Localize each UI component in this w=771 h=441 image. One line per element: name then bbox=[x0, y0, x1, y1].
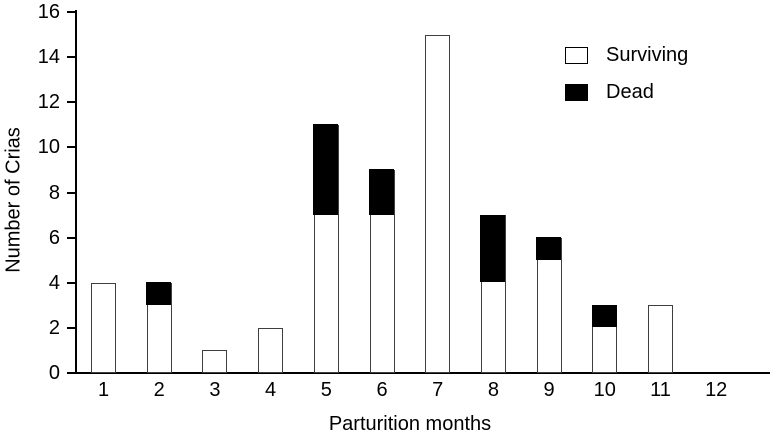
y-tick-label: 16 bbox=[37, 1, 60, 23]
y-tick bbox=[67, 11, 76, 13]
y-tick-label: 6 bbox=[48, 226, 60, 249]
bar-dead-segment-month-5 bbox=[313, 124, 339, 215]
x-tick-label-month-11: 11 bbox=[650, 379, 671, 401]
legend-label-surviving: Surviving bbox=[606, 44, 689, 66]
bar-dead-segment-month-9 bbox=[536, 237, 562, 260]
y-tick-label: 4 bbox=[48, 271, 60, 294]
x-tick-label-month-2: 2 bbox=[153, 379, 165, 401]
x-tick-label-month-7: 7 bbox=[432, 379, 444, 401]
x-axis-line bbox=[75, 372, 770, 374]
y-axis-line bbox=[75, 10, 77, 374]
x-tick-label-month-6: 6 bbox=[376, 379, 388, 401]
y-tick bbox=[67, 326, 76, 329]
x-axis-title: Parturition months bbox=[328, 413, 492, 435]
y-tick bbox=[67, 372, 76, 374]
bar-month-3 bbox=[202, 350, 228, 373]
x-tick-label-month-10: 10 bbox=[593, 379, 616, 401]
bar-month-6 bbox=[369, 169, 395, 373]
y-tick-label: 8 bbox=[48, 181, 60, 204]
dead-swatch-icon bbox=[565, 83, 588, 101]
y-tick bbox=[67, 146, 76, 149]
bar-month-9 bbox=[536, 237, 562, 373]
y-tick bbox=[67, 56, 76, 59]
bar-month-4 bbox=[258, 327, 284, 373]
y-tick-label: 10 bbox=[37, 136, 60, 159]
x-tick-label-month-9: 9 bbox=[543, 379, 555, 401]
legend-item-dead: Dead bbox=[565, 82, 688, 102]
bar-month-1 bbox=[91, 282, 116, 373]
y-tick bbox=[67, 281, 76, 284]
bar-dead-segment-month-10 bbox=[591, 304, 617, 328]
legend-label-dead: Dead bbox=[606, 81, 654, 103]
y-tick bbox=[67, 191, 76, 194]
bar-month-2 bbox=[146, 282, 172, 373]
y-tick-label: 14 bbox=[37, 46, 60, 69]
y-tick-label: 2 bbox=[48, 316, 60, 339]
x-tick-label-month-4: 4 bbox=[265, 379, 277, 401]
bar-dead-segment-month-8 bbox=[480, 214, 506, 283]
y-tick bbox=[67, 236, 76, 239]
x-tick-label-month-12: 12 bbox=[705, 379, 728, 401]
bar-month-11 bbox=[648, 305, 673, 373]
y-tick-label: 12 bbox=[37, 91, 60, 114]
bar-month-10 bbox=[591, 304, 618, 373]
bar-month-5 bbox=[313, 124, 339, 373]
surviving-swatch-icon bbox=[565, 46, 588, 64]
legend: Surviving Dead bbox=[565, 45, 688, 119]
legend-item-surviving: Surviving bbox=[565, 45, 688, 65]
y-tick-label: 0 bbox=[48, 362, 60, 384]
bar-dead-segment-month-2 bbox=[146, 282, 172, 305]
bar-month-7 bbox=[425, 34, 451, 373]
bar-dead-segment-month-6 bbox=[369, 169, 394, 215]
bar-month-8 bbox=[480, 214, 506, 373]
x-tick-label-month-3: 3 bbox=[209, 379, 221, 401]
x-tick-label-month-8: 8 bbox=[487, 379, 499, 401]
x-tick-label-month-5: 5 bbox=[320, 379, 332, 401]
y-tick bbox=[67, 101, 76, 104]
x-tick-label-month-1: 1 bbox=[97, 379, 110, 401]
